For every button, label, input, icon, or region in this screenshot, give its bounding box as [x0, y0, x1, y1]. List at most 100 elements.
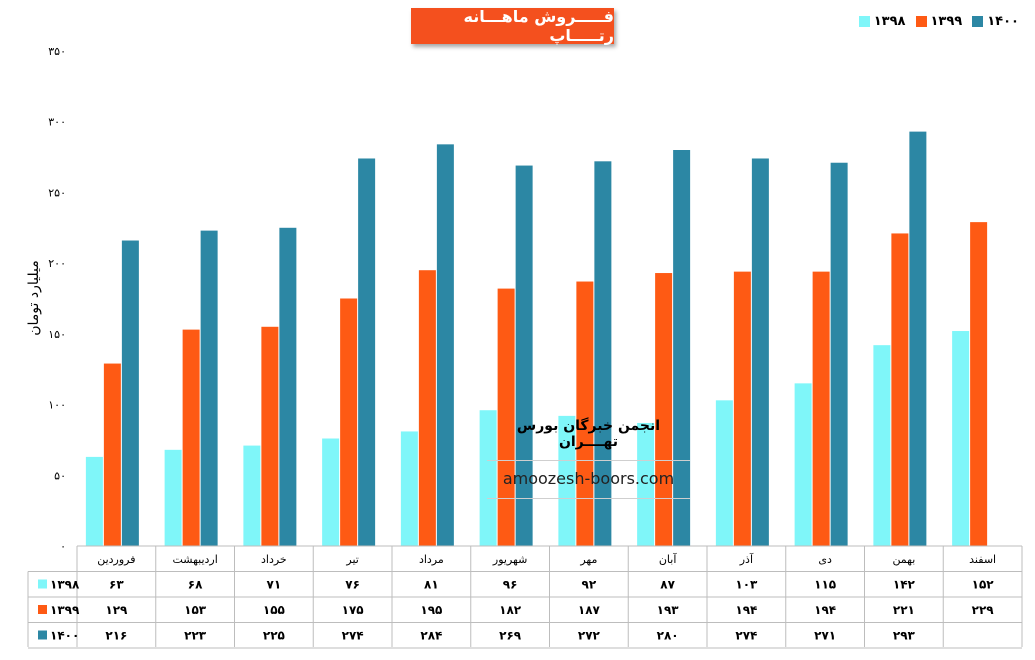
data-label-۱۳۹۸: ۱۰۳: [735, 578, 758, 592]
category-label: شهریور: [492, 553, 527, 566]
category-label: آذر: [739, 552, 754, 566]
data-label-۱۴۰۰: ۲۷۱: [814, 629, 836, 643]
data-label-۱۳۹۸: ۶۸: [188, 578, 203, 592]
table-row-header-۱۳۹۸: ۱۳۹۸: [50, 578, 80, 592]
bar-۱۳۹۸-9: [794, 383, 812, 546]
y-tick-label: ۱۵۰: [48, 328, 66, 341]
y-tick-label: ۰: [60, 540, 66, 553]
category-label: آبان: [659, 552, 677, 566]
category-label: تیر: [345, 553, 358, 566]
bar-۱۴۰۰-6: [594, 161, 612, 547]
watermark-url: amoozesh-boors.com: [487, 461, 690, 499]
bar-۱۳۹۸-6: [558, 415, 576, 546]
data-label-۱۳۹۸: ۱۴۲: [893, 578, 916, 592]
table-row-header-۱۳۹۹: ۱۳۹۹: [50, 603, 80, 617]
data-label-۱۳۹۹: ۲۲۱: [893, 603, 915, 617]
bar-۱۳۹۸-8: [715, 400, 733, 546]
data-label-۱۳۹۸: ۹۶: [503, 578, 518, 592]
bar-۱۳۹۹-6: [576, 281, 594, 546]
data-label-۱۳۹۹: ۱۹۴: [814, 603, 836, 617]
bar-۱۳۹۸-10: [873, 345, 891, 546]
bar-۱۴۰۰-5: [515, 165, 533, 547]
bar-۱۳۹۹-3: [340, 298, 358, 546]
bar-۱۳۹۹-11: [970, 222, 988, 546]
bar-۱۴۰۰-2: [279, 227, 297, 547]
data-label-۱۴۰۰: ۲۸۰: [657, 629, 679, 643]
table-swatch-۱۴۰۰: [38, 630, 47, 640]
bar-۱۴۰۰-8: [751, 158, 769, 546]
y-tick-label: ۳۰۰: [48, 116, 66, 129]
y-tick-label: ۲۵۰: [48, 186, 66, 199]
y-tick-label: ۵۰: [54, 469, 66, 482]
bar-۱۳۹۹-7: [655, 273, 673, 546]
category-label: بهمن: [892, 553, 915, 566]
bar-۱۳۹۹-10: [891, 233, 909, 546]
data-label-۱۳۹۹: ۱۵۳: [184, 603, 207, 617]
category-label: اردیبهشت: [172, 553, 217, 566]
data-label-۱۴۰۰: ۲۷۴: [342, 629, 364, 643]
table-swatch-۱۳۹۸: [38, 579, 47, 589]
data-label-۱۳۹۹: ۱۸۲: [499, 603, 522, 617]
data-label-۱۳۹۹: ۱۸۷: [578, 603, 601, 617]
bar-۱۳۹۸-2: [243, 445, 261, 546]
y-axis-label: میلیارد تومان: [26, 260, 42, 336]
bar-۱۳۹۸-4: [400, 431, 418, 546]
chart-title: فـــــروش ماهـــانه رتـــــاپ: [411, 7, 614, 45]
category-label: اسفند: [969, 553, 996, 566]
data-label-۱۴۰۰: ۲۹۳: [893, 629, 916, 643]
y-tick-label: ۱۰۰: [48, 399, 66, 412]
category-label: مرداد: [419, 553, 444, 566]
bar-۱۳۹۸-3: [322, 438, 340, 546]
data-label-۱۳۹۸: ۱۵۲: [972, 578, 995, 592]
watermark: انجمن خبرگان بورس تهــــران amoozesh-boo…: [487, 412, 690, 499]
table-swatch-۱۳۹۹: [38, 605, 47, 614]
data-label-۱۳۹۹: ۱۹۳: [657, 603, 680, 617]
data-label-۱۳۹۸: ۷۱: [267, 578, 282, 592]
data-label-۱۳۹۹: ۲۲۹: [972, 603, 995, 617]
data-label-۱۳۹۹: ۱۷۵: [342, 603, 364, 617]
bar-۱۴۰۰-3: [358, 158, 376, 546]
legend-label-1398: ۱۳۹۸: [873, 14, 906, 29]
bar-۱۳۹۸-7: [637, 422, 655, 546]
legend-item-1399: ۱۳۹۹: [915, 14, 962, 29]
data-label-۱۴۰۰: ۲۷۲: [578, 629, 601, 643]
data-label-۱۳۹۸: ۹۲: [582, 578, 597, 592]
legend-swatch-1400: [972, 16, 984, 27]
data-label-۱۴۰۰: ۲۷۴: [735, 629, 757, 643]
legend-label-1400: ۱۴۰۰: [987, 14, 1019, 29]
bar-۱۳۹۹-9: [812, 271, 830, 546]
data-label-۱۴۰۰: ۲۲۵: [263, 629, 285, 643]
data-label-۱۳۹۸: ۸۷: [660, 578, 675, 592]
bar-۱۴۰۰-1: [200, 230, 218, 546]
data-label-۱۳۹۸: ۷۶: [345, 578, 360, 592]
bar-۱۳۹۹-8: [733, 271, 751, 546]
legend-swatch-1399: [915, 16, 927, 27]
table-row-header-۱۴۰۰: ۱۴۰۰: [50, 629, 79, 643]
data-label-۱۳۹۹: ۱۹۵: [420, 603, 442, 617]
data-label-۱۳۹۸: ۸۱: [424, 578, 439, 592]
bar-۱۳۹۹-4: [418, 270, 436, 546]
bar-۱۳۹۹-5: [497, 288, 515, 546]
bar-۱۴۰۰-0: [121, 240, 139, 546]
bar-۱۴۰۰-4: [436, 144, 454, 547]
data-label-۱۳۹۹: ۱۹۴: [735, 603, 757, 617]
y-tick-label: ۳۵۰: [48, 45, 66, 58]
bar-۱۳۹۸-1: [164, 449, 182, 546]
y-tick-label: ۲۰۰: [48, 257, 66, 270]
bar-۱۳۹۹-0: [103, 363, 121, 546]
bar-۱۳۹۸-0: [85, 456, 103, 546]
data-label-۱۳۹۹: ۱۲۹: [105, 603, 128, 617]
data-label-۱۴۰۰: ۲۸۴: [420, 629, 442, 643]
legend-item-1400: ۱۴۰۰: [972, 14, 1019, 29]
bar-۱۳۹۸-11: [952, 331, 970, 546]
bar-۱۴۰۰-9: [830, 162, 848, 546]
bar-۱۳۹۹-2: [261, 326, 279, 546]
legend-swatch-1398: [858, 16, 870, 27]
bar-۱۴۰۰-10: [909, 131, 927, 546]
category-label: دی: [818, 553, 832, 566]
data-label-۱۴۰۰: ۲۶۹: [499, 629, 522, 643]
category-label: فروردین: [97, 553, 135, 566]
legend: ۱۳۹۸ ۱۳۹۹ ۱۴۰۰: [858, 14, 1019, 29]
category-label: مهر: [579, 553, 597, 566]
